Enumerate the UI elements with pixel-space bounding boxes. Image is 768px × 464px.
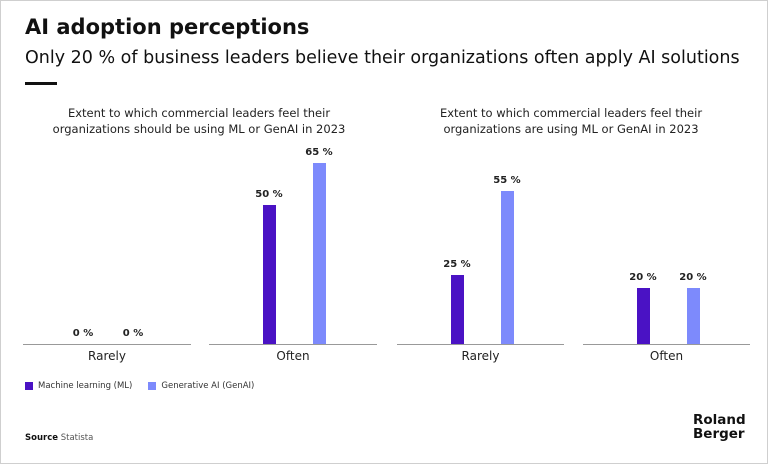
source-value: Statista (60, 433, 94, 443)
category-label: Rarely (88, 349, 126, 363)
bar-genai (687, 288, 700, 344)
category-label: Often (649, 349, 684, 363)
bar-genai (313, 163, 326, 344)
data-label: 0 % (72, 328, 94, 339)
legend: Machine learning (ML) Generative AI (Gen… (25, 381, 254, 391)
x-axis-line (397, 344, 564, 345)
title-rule (25, 82, 57, 85)
bar-ml (637, 288, 650, 344)
source-note: Source Statista (25, 433, 93, 443)
legend-label-ml: Machine learning (ML) (38, 381, 133, 391)
data-label: 65 % (305, 147, 333, 159)
page-title: AI adoption perceptions (25, 15, 310, 39)
chart-1-title: Extent to which commercial leaders feel … (52, 106, 346, 136)
data-label: 50 % (255, 189, 283, 200)
x-axis-line (23, 344, 191, 345)
bar-ml (451, 274, 464, 344)
page-subtitle: Only 20 % of business leaders believe th… (25, 48, 740, 68)
data-label: 25 % (443, 258, 471, 270)
source-label: Source (25, 433, 59, 443)
bar-ml (263, 205, 276, 344)
category-label: Often (276, 349, 310, 363)
chart-2-title: Extent to which commercial leaders feel … (439, 106, 703, 136)
legend-swatch-genai (148, 382, 157, 390)
roland-berger-logo: Roland Berger (693, 412, 746, 442)
category-label: Rarely (461, 349, 500, 363)
legend-swatch-ml (25, 382, 33, 390)
x-axis-line (583, 344, 750, 345)
data-label: 20 % (629, 272, 657, 284)
data-label: 55 % (493, 175, 521, 187)
legend-label-genai: Generative AI (GenAI) (161, 381, 255, 391)
x-axis-line (209, 344, 377, 345)
bar-genai (501, 191, 514, 344)
data-label: 20 % (679, 272, 707, 284)
data-label: 0 % (122, 328, 144, 339)
